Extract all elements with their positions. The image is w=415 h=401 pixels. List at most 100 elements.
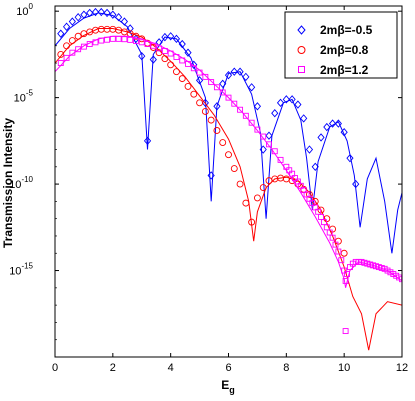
data-point-square xyxy=(86,41,93,47)
y-axis-title: Transmission Intensity xyxy=(1,118,15,248)
data-point-diamond xyxy=(276,98,285,108)
data-point-diamond xyxy=(265,131,273,140)
series-3 xyxy=(55,35,402,335)
data-point-circle xyxy=(172,68,180,76)
series-line xyxy=(55,12,402,254)
y-tick-label: 100 xyxy=(16,2,33,18)
data-point-circle xyxy=(161,55,169,63)
legend-label-3: 2mβ=1.2 xyxy=(320,63,369,77)
data-point-square xyxy=(150,42,157,49)
data-point-diamond xyxy=(300,114,308,123)
data-point-square xyxy=(133,37,139,44)
data-point-square xyxy=(260,133,267,140)
data-point-diamond xyxy=(253,102,262,111)
data-point-diamond xyxy=(195,76,204,85)
data-point-square xyxy=(190,65,197,72)
data-point-diamond xyxy=(167,32,175,41)
data-point-square xyxy=(344,271,351,277)
data-point-circle xyxy=(248,218,256,226)
data-point-diamond xyxy=(236,67,244,76)
data-point-circle xyxy=(230,165,238,172)
data-point-diamond xyxy=(346,153,354,163)
data-point-square xyxy=(144,41,151,47)
data-point-diamond xyxy=(259,145,267,154)
data-point-circle xyxy=(253,194,261,202)
data-point-diamond xyxy=(323,122,331,132)
data-point-square xyxy=(342,277,349,284)
data-point-square xyxy=(57,60,64,67)
data-point-square xyxy=(104,36,111,43)
legend-diamond-marker xyxy=(297,25,306,35)
data-point-circle xyxy=(236,180,244,188)
legend-circle-marker xyxy=(297,46,306,54)
data-point-circle xyxy=(97,25,105,33)
data-point-square xyxy=(185,60,191,67)
data-point-square xyxy=(271,148,278,155)
data-point-square xyxy=(75,46,82,53)
data-point-square xyxy=(121,36,128,43)
x-tick-label: 2 xyxy=(110,362,116,374)
data-point-circle xyxy=(225,151,232,159)
data-point-diamond xyxy=(213,102,221,111)
data-point-square xyxy=(213,84,220,91)
x-axis-title: Eg xyxy=(221,378,235,395)
data-point-diamond xyxy=(352,179,360,189)
data-point-diamond xyxy=(294,100,302,109)
data-point-diamond xyxy=(149,55,157,64)
x-tick-label: 8 xyxy=(283,362,289,374)
data-point-diamond xyxy=(340,128,348,137)
data-point-square xyxy=(69,49,76,56)
data-point-square xyxy=(202,73,209,80)
data-point-square xyxy=(219,89,226,96)
data-point-diamond xyxy=(68,17,76,26)
x-axis-title-subscript: g xyxy=(229,385,235,395)
data-point-diamond xyxy=(97,7,105,17)
data-point-diamond xyxy=(317,133,325,142)
data-point-square xyxy=(80,43,87,50)
data-point-diamond xyxy=(305,145,314,154)
data-point-square xyxy=(179,57,186,64)
data-point-square xyxy=(399,276,402,283)
data-point-square xyxy=(266,141,272,148)
data-point-diamond xyxy=(138,51,146,61)
data-point-square xyxy=(277,156,284,163)
data-point-square xyxy=(173,54,180,60)
data-point-diamond xyxy=(57,29,65,38)
data-point-square xyxy=(138,39,145,46)
data-point-square xyxy=(115,35,122,42)
data-point-square xyxy=(156,45,163,52)
data-point-diamond xyxy=(143,136,152,146)
x-tick-label: 10 xyxy=(338,362,350,374)
data-point-square xyxy=(237,106,244,113)
x-tick-label: 4 xyxy=(168,362,174,374)
data-point-square xyxy=(208,79,215,86)
data-point-square xyxy=(109,35,116,42)
data-point-square xyxy=(329,234,336,241)
data-point-circle xyxy=(57,50,65,58)
legend-entry-2: 2mβ=0.8 xyxy=(297,43,369,57)
data-point-square xyxy=(92,39,99,46)
data-point-diamond xyxy=(219,79,227,88)
data-point-circle xyxy=(184,82,192,90)
data-point-diamond xyxy=(120,17,128,26)
data-point-diamond xyxy=(271,109,279,118)
data-point-circle xyxy=(63,42,71,50)
x-axis-title-main: E xyxy=(221,378,229,392)
y-tick-label: 10-15 xyxy=(9,262,33,278)
data-point-square xyxy=(225,94,232,101)
data-point-diamond xyxy=(184,48,192,57)
legend-label-2: 2mβ=0.8 xyxy=(320,43,369,57)
data-point-circle xyxy=(178,75,186,83)
data-point-diamond xyxy=(201,98,209,108)
data-point-circle xyxy=(306,191,313,198)
data-point-diamond xyxy=(103,8,111,18)
data-point-diamond xyxy=(178,39,186,49)
data-point-square xyxy=(161,48,168,54)
data-point-diamond xyxy=(80,10,88,19)
y-tick-label: 10-5 xyxy=(14,89,34,105)
data-point-diamond xyxy=(248,83,256,92)
data-point-circle xyxy=(213,127,221,134)
data-point-square xyxy=(127,36,134,43)
data-point-diamond xyxy=(62,22,71,31)
data-point-square xyxy=(332,241,339,248)
